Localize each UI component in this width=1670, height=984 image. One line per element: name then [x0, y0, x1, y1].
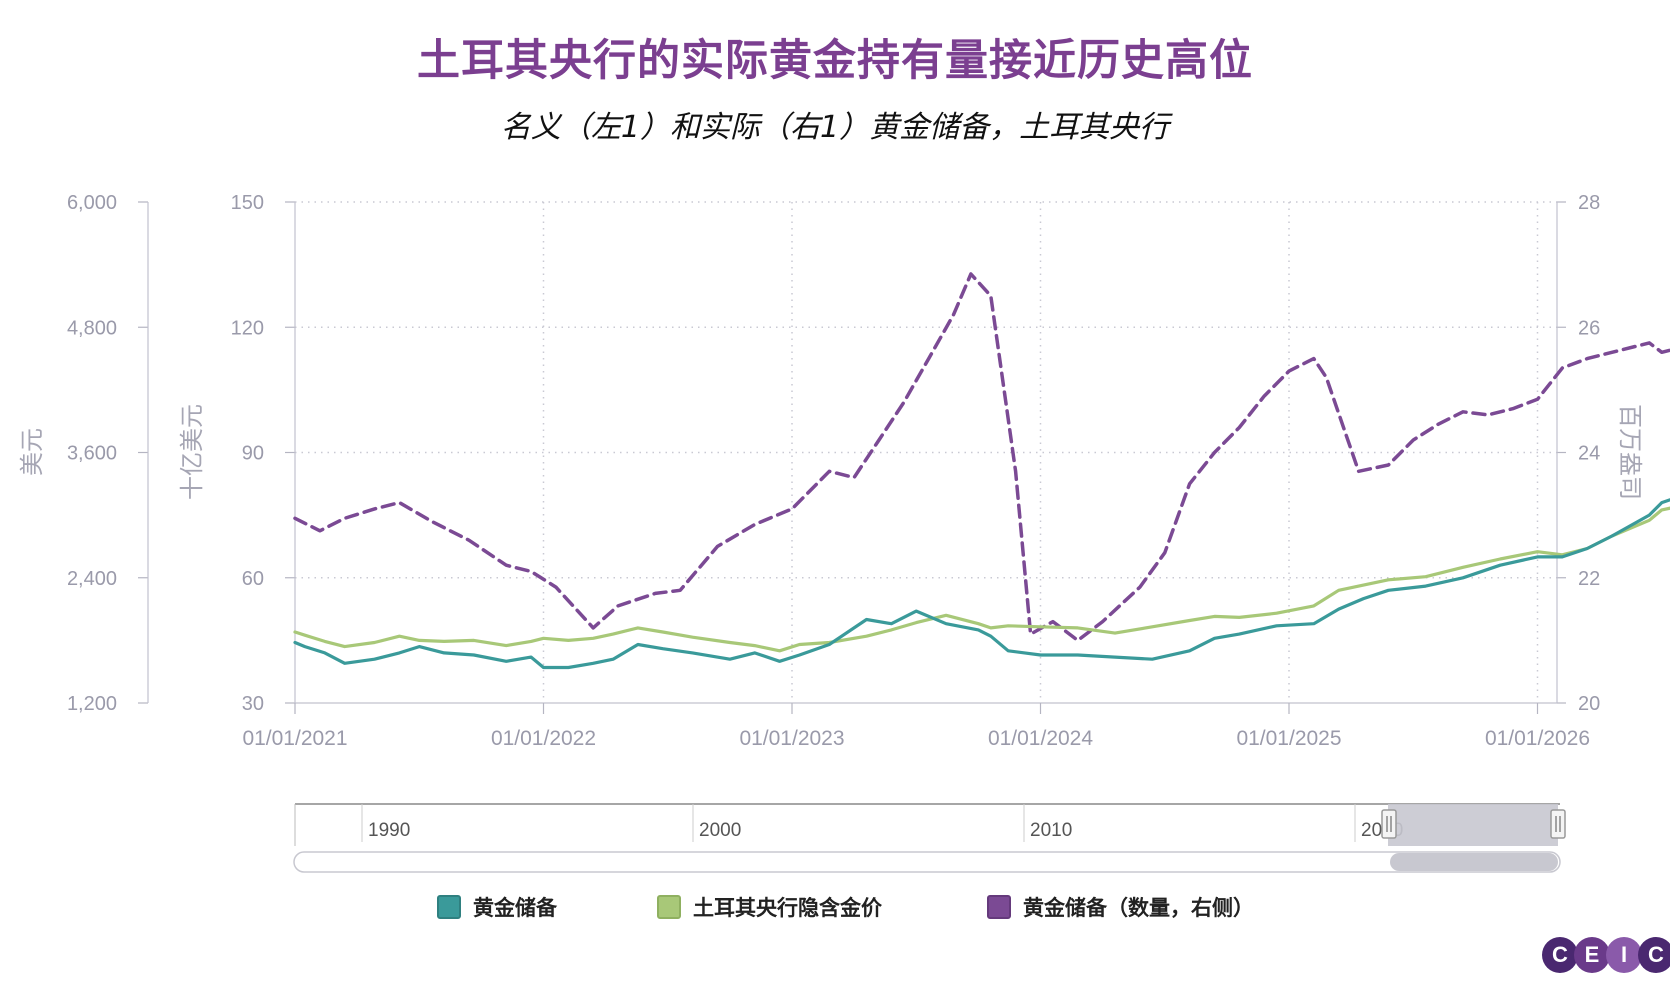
range-navigator[interactable]: 1990200020102020 [293, 803, 1566, 873]
navigator-tick-label: 2010 [1030, 820, 1072, 841]
legend-label-implied-gold-price: 土耳其央行隐含金价 [693, 896, 882, 920]
logo-letter-1: C [1542, 937, 1578, 973]
logo-letter-4: C [1638, 937, 1670, 973]
tonnes-tick-label: 24 [1578, 443, 1600, 465]
navigator-ticks: 1990200020102020 [361, 804, 1403, 842]
usd-tick-label: 1,200 [67, 693, 117, 715]
bn-tick-label: 120 [231, 317, 264, 339]
tonnes-tick-label: 28 [1578, 192, 1600, 214]
bn-tick-label: 30 [242, 693, 264, 715]
implied-gold-price-line [293, 506, 1670, 653]
tonnes-tick-label: 22 [1578, 568, 1600, 590]
legend: 黄金储备 土耳其央行隐含金价 黄金储备（数量，右侧） [0, 892, 1670, 926]
tonnes-tick-label: 26 [1578, 317, 1600, 339]
legend-swatch-implied-gold-price [657, 895, 681, 919]
ceic-logo: C E I C [1542, 937, 1670, 973]
x-tick-label: 01/01/2023 [739, 727, 844, 750]
navigator-left-handle[interactable] [1381, 809, 1397, 839]
usd-tick-label: 3,600 [67, 443, 117, 465]
bn-axis-label: 十亿美元 [178, 404, 206, 500]
legend-label-gold-reserves: 黄金储备 [473, 896, 557, 920]
legend-swatch-gold-reserves [437, 895, 461, 919]
x-tick-label: 01/01/2024 [988, 727, 1093, 750]
logo-letter-2: E [1574, 937, 1610, 973]
legend-swatch-gold-volume [987, 895, 1011, 919]
usd-tick-label: 2,400 [67, 568, 117, 590]
chart-title: 土耳其央行的实际黄金持有量接近历史高位 [417, 36, 1253, 86]
bn-tick-label: 90 [242, 443, 264, 465]
chart-subtitle: 名义（左1）和实际（右1）黄金储备，土耳其央行 [500, 110, 1170, 145]
navigator-selection[interactable] [1388, 804, 1558, 846]
x-tick-label: 01/01/2026 [1485, 727, 1590, 750]
bn-tick-label: 60 [242, 568, 264, 590]
navigator-tick-label: 2000 [699, 820, 741, 841]
axes: 6,000 150 28 4,800 120 26 3,600 90 24 2,400 60 22 1,… [67, 192, 1600, 750]
series-layer [293, 272, 1670, 670]
tonnes-axis-label: 百万盎司 [1616, 404, 1644, 500]
usd-axis-label: 美元 [18, 428, 46, 476]
usd-tick-label: 6,000 [67, 192, 117, 214]
x-tick-label: 01/01/2021 [242, 727, 347, 750]
tonnes-tick-label: 20 [1578, 693, 1600, 715]
logo-letter-3: I [1606, 937, 1642, 973]
axis-labels: 美元 十亿美元 百万盎司 [18, 404, 1644, 500]
usd-tick-label: 4,800 [67, 317, 117, 339]
navigator-right-handle[interactable] [1550, 809, 1566, 839]
legend-item-implied-gold-price[interactable]: 土耳其央行隐含金价 [657, 892, 882, 922]
navigator-scrollbar-thumb[interactable] [1390, 853, 1558, 871]
legend-item-gold-reserves[interactable]: 黄金储备 [437, 892, 557, 922]
legend-label-gold-volume: 黄金储备（数量，右侧） [1023, 896, 1254, 920]
gold-reserves-line [293, 498, 1670, 670]
navigator-tick-label: 1990 [368, 820, 410, 841]
gold-volume-line [293, 272, 1670, 643]
legend-item-gold-volume[interactable]: 黄金储备（数量，右侧） [987, 892, 1254, 922]
x-tick-label: 01/01/2022 [491, 727, 596, 750]
navigator-scrollbar-track[interactable] [293, 851, 1561, 873]
bn-tick-label: 150 [231, 192, 264, 214]
x-tick-label: 01/01/2025 [1236, 727, 1341, 750]
grid [295, 201, 1557, 703]
